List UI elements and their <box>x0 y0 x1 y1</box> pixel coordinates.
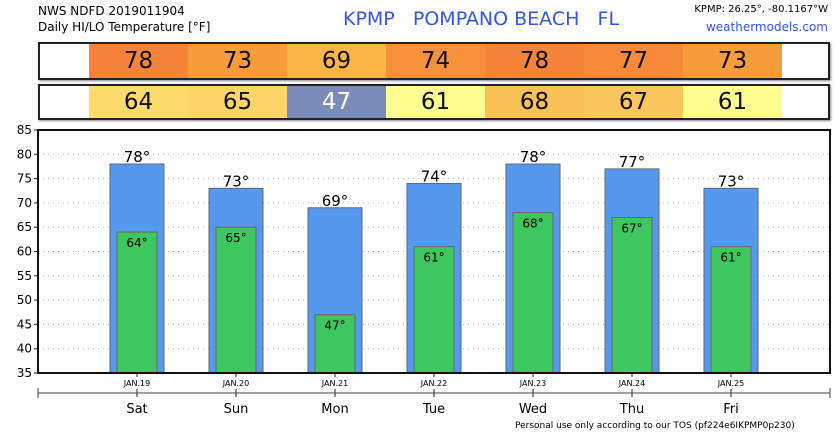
footer-note: Personal use only according to our TOS (… <box>515 421 795 431</box>
high-temp-cell: 73 <box>188 44 287 78</box>
low-label: 61° <box>720 251 741 265</box>
day-label: Wed <box>519 402 547 417</box>
day-label: Sun <box>224 402 249 417</box>
low-bar <box>116 231 158 374</box>
high-temp-cell: 78 <box>89 44 188 78</box>
low-temp-cell: 61 <box>386 86 485 118</box>
high-temp-cell: 73 <box>683 44 782 78</box>
station-title: KPMP POMPANO BEACH FL <box>343 8 620 30</box>
day-label: Tue <box>422 402 445 417</box>
high-label: 73° <box>223 172 250 190</box>
y-tick-label: 40 <box>17 342 32 356</box>
y-tick-label: 55 <box>17 269 32 283</box>
y-tick-label: 80 <box>17 147 32 161</box>
y-tick-label: 75 <box>17 172 32 186</box>
high-label: 73° <box>718 172 745 190</box>
low-bar <box>611 216 653 374</box>
low-temp-cell: 47 <box>287 86 386 118</box>
low-label: 67° <box>621 221 642 235</box>
y-tick-label: 65 <box>17 220 32 234</box>
plot-frame <box>37 129 831 374</box>
high-temp-cell: 69 <box>287 44 386 78</box>
y-tick-label: 85 <box>17 123 32 137</box>
day-label: Thu <box>619 402 644 417</box>
y-tick-label: 35 <box>17 366 32 380</box>
low-temp-cell: 64 <box>89 86 188 118</box>
model-label: NWS NDFD 2019011904 <box>38 4 185 18</box>
y-tick-label: 50 <box>17 293 32 307</box>
high-label: 74° <box>421 167 448 185</box>
high-temp-cell: 74 <box>386 44 485 78</box>
y-tick-label: 60 <box>17 245 32 259</box>
date-label: JAN.23 <box>519 379 546 388</box>
date-label: JAN.21 <box>321 379 348 388</box>
low-bar <box>512 212 554 374</box>
low-label: 61° <box>423 251 444 265</box>
date-label: JAN.19 <box>123 379 150 388</box>
high-label: 77° <box>619 153 646 171</box>
high-temp-row: 78 73 69 74 78 77 73 <box>38 42 830 80</box>
high-label: 78° <box>124 148 151 166</box>
low-temp-cell: 67 <box>584 86 683 118</box>
low-bar <box>314 314 356 374</box>
high-label: 69° <box>322 192 349 210</box>
date-label: JAN.24 <box>618 379 645 388</box>
high-label: 78° <box>520 148 547 166</box>
day-label: Fri <box>723 402 739 417</box>
y-tick-label: 70 <box>17 196 32 210</box>
low-temp-row: 64 65 47 61 68 67 61 <box>38 84 830 120</box>
y-tick-label: 45 <box>17 317 32 331</box>
low-temp-cell: 68 <box>485 86 584 118</box>
low-temp-cell: 65 <box>188 86 287 118</box>
day-label: Mon <box>321 402 348 417</box>
date-label: JAN.25 <box>717 379 744 388</box>
low-bar <box>413 246 455 374</box>
date-label: JAN.20 <box>222 379 249 388</box>
site-link[interactable]: weathermodels.com <box>705 20 828 34</box>
low-bar <box>710 246 752 374</box>
low-label: 68° <box>522 217 543 231</box>
low-temp-cell: 61 <box>683 86 782 118</box>
date-label: JAN.22 <box>420 379 447 388</box>
coords: KPMP: 26.25°, -80.1167°W <box>694 4 828 15</box>
high-temp-cell: 77 <box>584 44 683 78</box>
low-label: 64° <box>126 236 147 250</box>
low-bar <box>215 226 257 374</box>
chart-title: Daily HI/LO Temperature [°F] <box>38 20 211 34</box>
low-label: 47° <box>324 319 345 333</box>
day-label: Sat <box>126 402 147 417</box>
high-temp-cell: 78 <box>485 44 584 78</box>
low-label: 65° <box>225 231 246 245</box>
